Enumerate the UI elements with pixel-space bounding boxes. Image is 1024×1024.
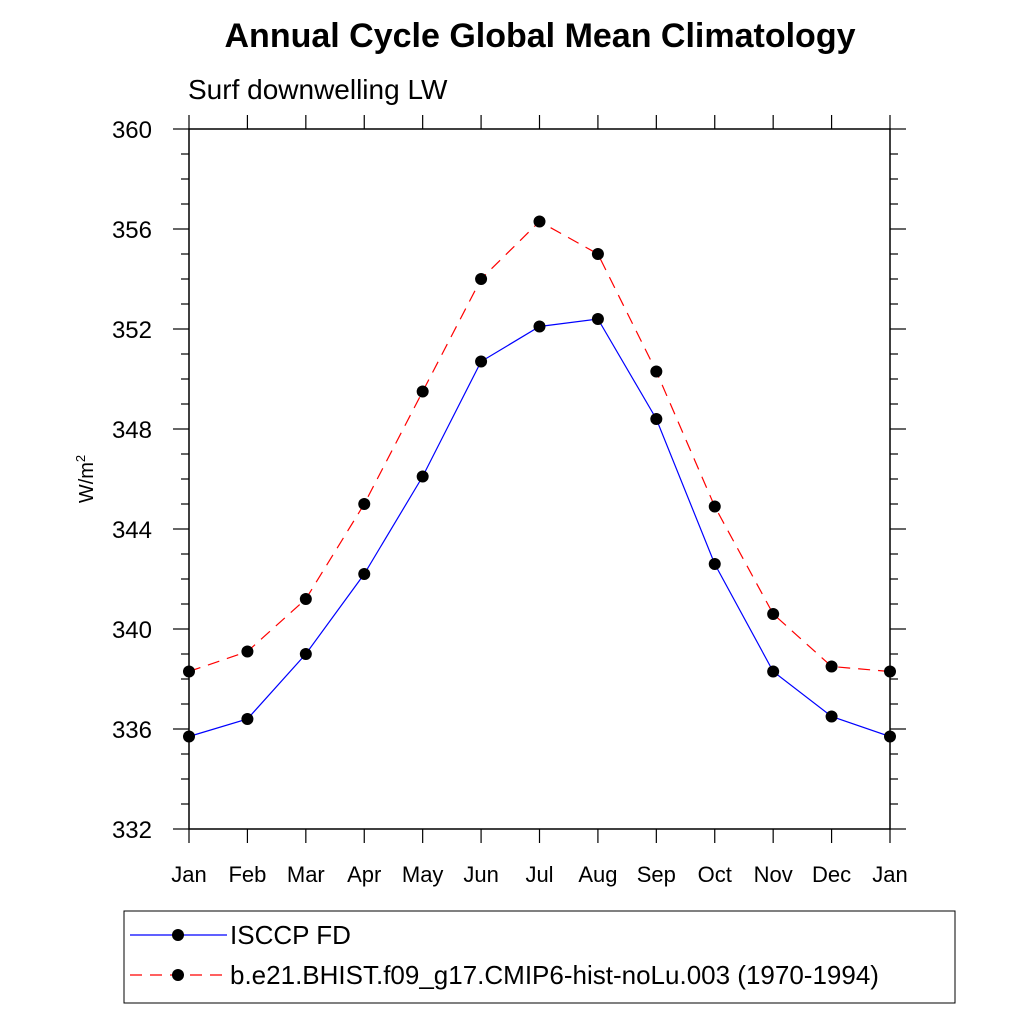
x-tick-label: Apr [347,862,381,887]
data-point-series-1 [183,665,195,678]
legend-marker-isccp [172,929,184,941]
legend-marker-cmip6 [172,969,184,981]
y-axis-label: W/m2 [73,455,98,503]
data-point-series-0 [299,648,312,660]
y-tick-label: 340 [112,617,152,644]
x-tick-label: Nov [754,862,793,887]
y-tick-label: 360 [112,117,152,144]
chart-subtitle: Surf downwelling LW [188,74,448,105]
data-point-series-0 [708,558,721,570]
x-tick-labels: Jan Feb Mar Apr May Jun Jul Aug Sep Oct Nov Dec Jan [171,862,907,887]
x-tick-label: Sep [637,862,676,887]
data-point-series-0 [884,730,896,743]
data-point-series-1 [358,498,371,510]
data-point-series-1 [650,365,663,378]
series-lines [188,220,891,738]
data-point-series-1 [416,385,429,398]
data-point-series-0 [183,730,195,743]
x-tick-label: Jul [525,862,553,887]
x-tick-label: Aug [578,862,617,887]
data-point-series-1 [475,273,488,285]
plot-frame [188,128,891,830]
y-tick-label: 344 [112,517,152,544]
x-tick-label: Jan [872,862,907,887]
y-tick-labels: 332 336 340 344 348 352 356 360 [112,117,152,844]
y-tick-label: 356 [112,217,152,244]
y-tick-label: 348 [112,417,152,444]
axis-ticks [173,115,906,843]
y-tick-label: 336 [112,717,152,744]
legend: ISCCP FD b.e21.BHIST.f09_g17.CMIP6-hist-… [123,910,956,1004]
data-point-series-0 [825,710,838,723]
y-axis-label-superscript: 2 [73,455,88,462]
x-tick-label: May [402,862,444,887]
data-point-series-0 [241,713,254,725]
y-axis-label-text: W/m [76,462,98,503]
data-point-series-0 [533,320,546,333]
legend-label-isccp: ISCCP FD [230,920,351,950]
data-point-series-0 [358,568,371,580]
data-point-series-1 [767,608,780,620]
data-point-series-0 [767,665,780,678]
data-point-series-1 [241,645,254,658]
x-tick-label: Dec [812,862,851,887]
y-tick-label: 352 [112,317,152,344]
series-markers [183,215,896,743]
legend-label-cmip6: b.e21.BHIST.f09_g17.CMIP6-hist-noLu.003 … [230,960,879,990]
data-point-series-1 [708,500,721,513]
y-tick-label: 332 [112,817,152,844]
data-point-series-1 [299,593,312,605]
data-point-series-1 [884,665,896,678]
svg-text:W/m2: W/m2 [73,455,98,503]
data-point-series-0 [591,313,604,325]
x-tick-label: Mar [287,862,325,887]
chart-title: Annual Cycle Global Mean Climatology [225,17,856,55]
data-point-series-0 [650,413,663,425]
data-point-series-1 [591,248,604,260]
data-point-series-1 [825,660,838,673]
legend-box [123,910,956,1004]
x-tick-label: Feb [228,862,266,887]
data-point-series-0 [475,355,488,368]
series-line-0 [188,318,891,738]
data-point-series-0 [416,470,429,483]
x-tick-label: Oct [698,862,732,887]
series-line-1 [188,220,891,673]
x-tick-label: Jan [171,862,206,887]
x-tick-label: Jun [463,862,498,887]
data-point-series-1 [533,215,546,228]
